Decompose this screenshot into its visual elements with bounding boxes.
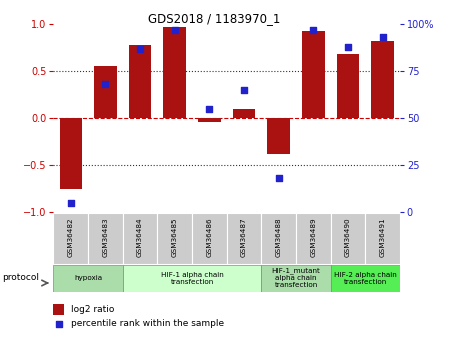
Bar [261,265,331,292]
Text: hypoxia: hypoxia [74,275,102,281]
Bar [296,213,331,264]
Point [67,200,74,206]
Bar [372,41,394,118]
Bar [60,118,82,189]
Bar [123,213,157,264]
Point [240,87,248,93]
Text: HIF-2 alpha chain
transfection: HIF-2 alpha chain transfection [334,272,397,285]
Bar [331,213,365,264]
Point [55,321,62,327]
Bar [53,304,64,315]
Point [379,34,386,40]
Text: GSM36486: GSM36486 [206,217,213,257]
Text: percentile rank within the sample: percentile rank within the sample [71,319,224,328]
Bar [164,27,186,118]
Bar [267,118,290,154]
Text: GDS2018 / 1183970_1: GDS2018 / 1183970_1 [148,12,280,25]
Point [102,81,109,87]
Text: GSM36490: GSM36490 [345,217,351,257]
Bar [123,265,261,292]
Point [136,46,144,51]
Text: GSM36487: GSM36487 [241,217,247,257]
Bar [331,265,400,292]
Text: GSM36485: GSM36485 [172,217,178,257]
Point [206,106,213,111]
Text: HIF-1_mutant
alpha chain
transfection: HIF-1_mutant alpha chain transfection [272,268,320,288]
Text: GSM36489: GSM36489 [310,217,316,257]
Text: protocol: protocol [2,273,40,282]
Bar [233,109,255,118]
Bar [261,213,296,264]
Point [275,176,282,181]
Text: GSM36488: GSM36488 [276,217,282,257]
Text: GSM36484: GSM36484 [137,217,143,257]
Text: GSM36491: GSM36491 [379,217,385,257]
Bar [129,45,151,118]
Bar [198,118,220,122]
Bar [192,213,227,264]
Bar [302,31,325,118]
Bar [88,213,123,264]
Bar [53,265,123,292]
Text: HIF-1 alpha chain
transfection: HIF-1 alpha chain transfection [161,272,223,285]
Bar [365,213,400,264]
Bar [94,67,117,118]
Bar [227,213,261,264]
Point [344,44,352,49]
Bar [157,213,192,264]
Text: log2 ratio: log2 ratio [71,305,114,314]
Point [171,27,179,32]
Bar [53,213,88,264]
Bar [337,54,359,118]
Text: GSM36483: GSM36483 [102,217,108,257]
Point [310,27,317,32]
Text: GSM36482: GSM36482 [68,217,74,257]
